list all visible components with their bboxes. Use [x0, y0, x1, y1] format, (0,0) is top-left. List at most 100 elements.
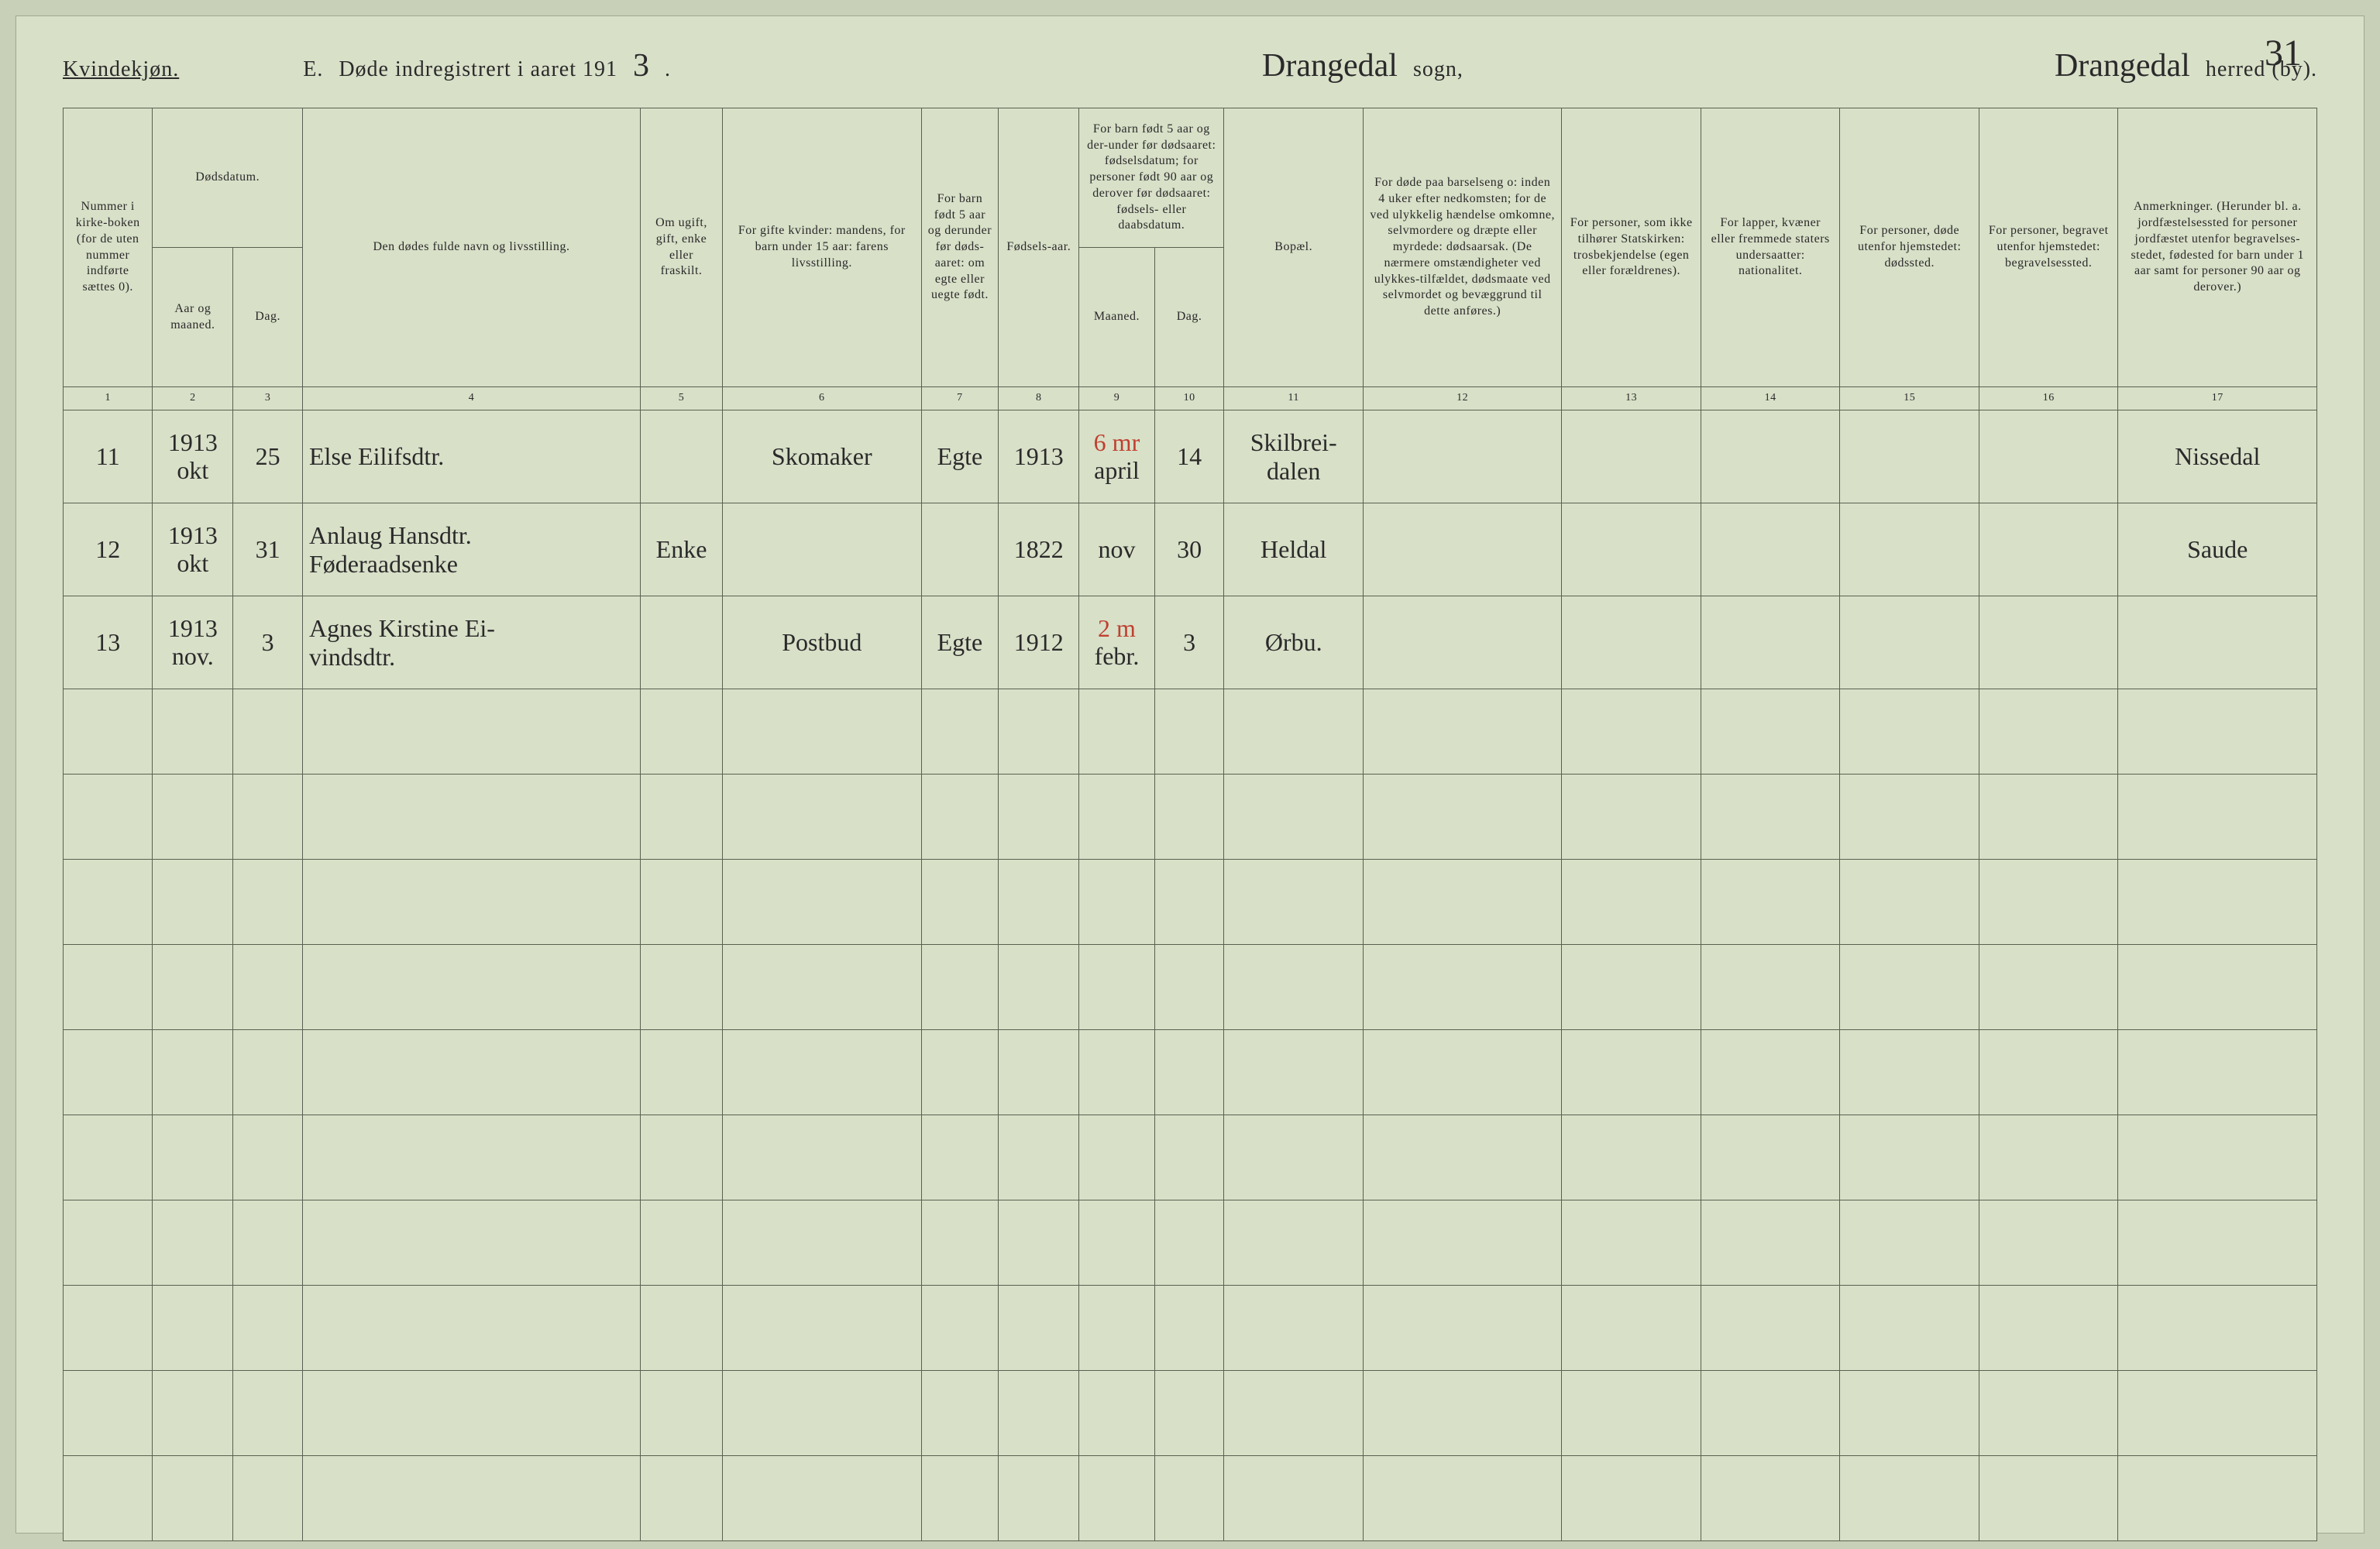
table-row: 11 1913okt 25 Else Eilifsdtr. Skomaker E…	[64, 410, 2317, 503]
cell-num: 12	[64, 503, 153, 596]
empty-cell	[1224, 1115, 1364, 1200]
empty-cell	[1079, 1286, 1154, 1371]
cell-day: 25	[233, 410, 303, 503]
cell-c13	[1562, 503, 1701, 596]
empty-cell	[2118, 860, 2317, 945]
empty-cell	[1224, 774, 1364, 860]
col-header-6: For gifte kvinder: mandens, for barn und…	[723, 108, 921, 387]
empty-cell	[1154, 1115, 1224, 1200]
empty-cell	[1154, 1030, 1224, 1115]
empty-cell	[1079, 1200, 1154, 1286]
empty-cell	[2118, 1371, 2317, 1456]
empty-cell	[1701, 860, 1840, 945]
cell-year-month: 1913okt	[153, 410, 233, 503]
col-header-4: Den dødes fulde navn og livsstilling.	[303, 108, 641, 387]
empty-cell	[999, 1030, 1079, 1115]
gender-label: Kvindekjøn.	[63, 57, 179, 82]
empty-cell	[1562, 1456, 1701, 1541]
empty-cell	[640, 860, 722, 945]
colnum: 5	[640, 387, 722, 410]
empty-cell	[1979, 1030, 2118, 1115]
cell-birth-year: 1822	[999, 503, 1079, 596]
empty-cell	[1840, 1286, 1979, 1371]
cell-c14	[1701, 503, 1840, 596]
empty-cell	[1979, 1115, 2118, 1200]
table-row-empty	[64, 1030, 2317, 1115]
empty-cell	[1840, 1030, 1979, 1115]
empty-cell	[1701, 1286, 1840, 1371]
empty-cell	[233, 774, 303, 860]
cell-c15	[1840, 503, 1979, 596]
table-row-empty	[64, 689, 2317, 774]
cell-c15	[1840, 596, 1979, 689]
empty-cell	[640, 1115, 722, 1200]
colnum: 14	[1701, 387, 1840, 410]
empty-cell	[1840, 689, 1979, 774]
table-row: 12 1913okt 31 Anlaug Hansdtr.Føderaadsen…	[64, 503, 2317, 596]
empty-cell	[1701, 945, 1840, 1030]
empty-cell	[233, 860, 303, 945]
page-header: Kvindekjøn. E. Døde indregistrert i aare…	[63, 47, 2317, 84]
empty-cell	[1154, 1200, 1224, 1286]
table-row-empty	[64, 1200, 2317, 1286]
cell-year-month: 1913nov.	[153, 596, 233, 689]
empty-cell	[1079, 1371, 1154, 1456]
cell-birth-day: 14	[1154, 410, 1224, 503]
sogn-label: sogn,	[1413, 57, 1463, 82]
empty-cell	[921, 1115, 999, 1200]
empty-cell	[153, 1456, 233, 1541]
empty-cell	[1224, 1371, 1364, 1456]
cell-c13	[1562, 410, 1701, 503]
empty-cell	[999, 1286, 1079, 1371]
cell-legit: Egte	[921, 410, 999, 503]
colnum: 11	[1224, 387, 1364, 410]
empty-cell	[723, 1456, 921, 1541]
empty-cell	[1363, 1200, 1561, 1286]
empty-cell	[2118, 689, 2317, 774]
cell-c15	[1840, 410, 1979, 503]
empty-cell	[153, 945, 233, 1030]
empty-cell	[1363, 945, 1561, 1030]
empty-cell	[723, 945, 921, 1030]
empty-cell	[1979, 860, 2118, 945]
empty-cell	[1701, 774, 1840, 860]
empty-cell	[640, 1030, 722, 1115]
empty-cell	[1701, 689, 1840, 774]
empty-cell	[1840, 1371, 1979, 1456]
cell-birth-month: nov	[1079, 503, 1154, 596]
table-body: 11 1913okt 25 Else Eilifsdtr. Skomaker E…	[64, 410, 2317, 1541]
cell-year-month: 1913okt	[153, 503, 233, 596]
empty-cell	[1079, 945, 1154, 1030]
colnum: 7	[921, 387, 999, 410]
empty-cell	[921, 774, 999, 860]
col-header-8: Fødsels-aar.	[999, 108, 1079, 387]
empty-cell	[1979, 1456, 2118, 1541]
cell-occupation: Skomaker	[723, 410, 921, 503]
table-row-empty	[64, 860, 2317, 945]
empty-cell	[999, 774, 1079, 860]
empty-cell	[723, 774, 921, 860]
empty-cell	[1979, 1371, 2118, 1456]
empty-cell	[999, 1456, 1079, 1541]
empty-cell	[1562, 945, 1701, 1030]
empty-cell	[1840, 860, 1979, 945]
herred-name: Drangedal	[2055, 47, 2190, 84]
empty-cell	[64, 689, 153, 774]
colnum: 4	[303, 387, 641, 410]
cell-occupation: Postbud	[723, 596, 921, 689]
empty-cell	[1154, 1286, 1224, 1371]
cell-day: 31	[233, 503, 303, 596]
empty-cell	[153, 1286, 233, 1371]
empty-cell	[640, 1456, 722, 1541]
cell-remarks: Saude	[2118, 503, 2317, 596]
empty-cell	[921, 945, 999, 1030]
empty-cell	[2118, 1286, 2317, 1371]
ledger-table: Nummer i kirke-boken (for de uten nummer…	[63, 108, 2317, 1541]
empty-cell	[1363, 774, 1561, 860]
table-row-empty	[64, 1115, 2317, 1200]
empty-cell	[1079, 1030, 1154, 1115]
empty-cell	[303, 1200, 641, 1286]
cell-c12	[1363, 410, 1561, 503]
cell-birth-month: 2 mfebr.	[1079, 596, 1154, 689]
col-header-16: For personer, begravet utenfor hjemstede…	[1979, 108, 2118, 387]
